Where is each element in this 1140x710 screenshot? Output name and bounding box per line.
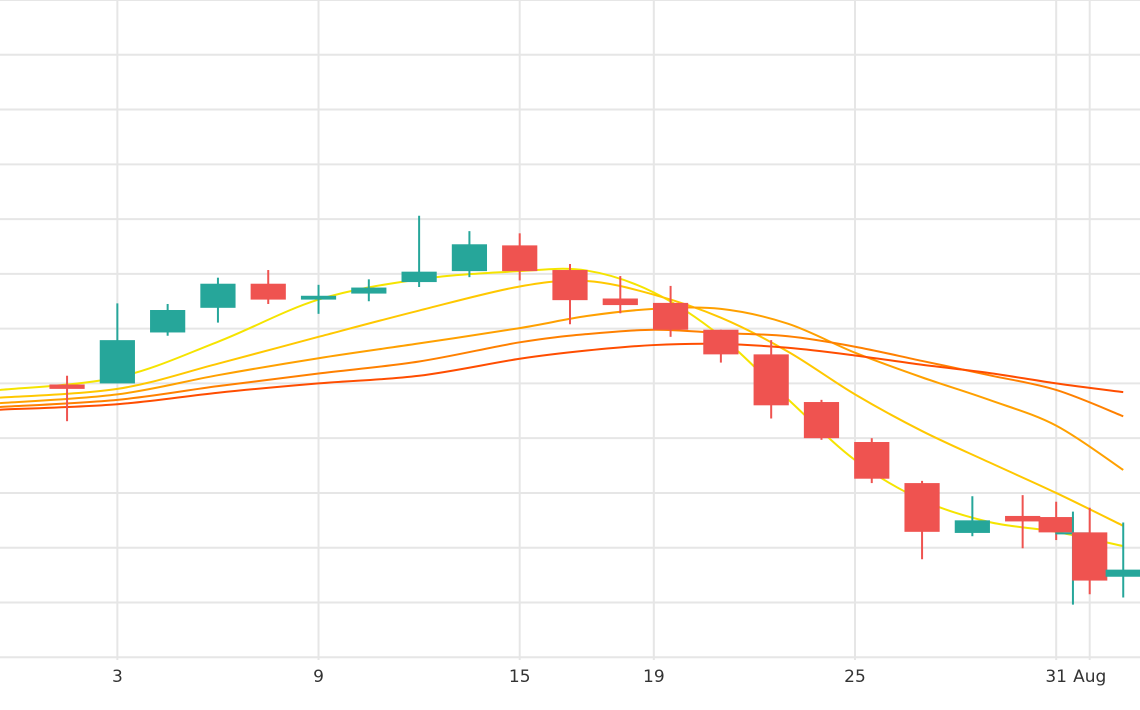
candle-body-up — [150, 310, 186, 333]
candle-body-up — [351, 287, 387, 294]
x-axis-ticks: 3 9 15 19 25 31 Aug — [112, 667, 1106, 687]
candle-body-down — [803, 402, 840, 439]
candle-body-up — [1105, 569, 1140, 577]
x-tick-label: 3 — [112, 667, 123, 687]
moving-average-line-3 — [0, 306, 1124, 471]
candle-body-down — [1005, 515, 1041, 522]
candle-body-down — [854, 442, 890, 479]
moving-average-line-2 — [0, 279, 1124, 527]
candle-body-down — [602, 298, 638, 306]
x-tick-label: 15 — [509, 667, 531, 687]
candle-body-down — [652, 302, 689, 330]
x-tick-label: Aug — [1073, 667, 1106, 687]
moving-average-lines — [0, 267, 1124, 548]
candles — [49, 215, 1140, 605]
candle-body-up — [954, 520, 990, 533]
candle-body-up — [99, 340, 135, 384]
candle-body-down — [703, 329, 739, 355]
moving-average-line-5 — [0, 342, 1124, 411]
x-tick-label: 31 — [1045, 667, 1067, 687]
candle-body-down — [49, 384, 85, 389]
candle-body-down — [904, 483, 940, 532]
candle-body-down — [502, 245, 538, 272]
candle-body-down — [1038, 517, 1074, 533]
candle-body-up — [200, 283, 236, 308]
candle-body-down — [1072, 532, 1108, 581]
candle-body-down — [552, 270, 588, 301]
candle-body-up — [451, 244, 488, 272]
candle-body-up — [401, 271, 437, 283]
x-tick-label: 25 — [844, 667, 866, 687]
moving-average-line-4 — [0, 328, 1124, 418]
x-tick-label: 9 — [313, 667, 324, 687]
candle-body-down — [753, 354, 789, 406]
candle-body-up — [300, 295, 337, 300]
x-tick-label: 19 — [643, 667, 665, 687]
candle-body-down — [250, 283, 286, 300]
moving-average-line-1 — [0, 267, 1124, 548]
